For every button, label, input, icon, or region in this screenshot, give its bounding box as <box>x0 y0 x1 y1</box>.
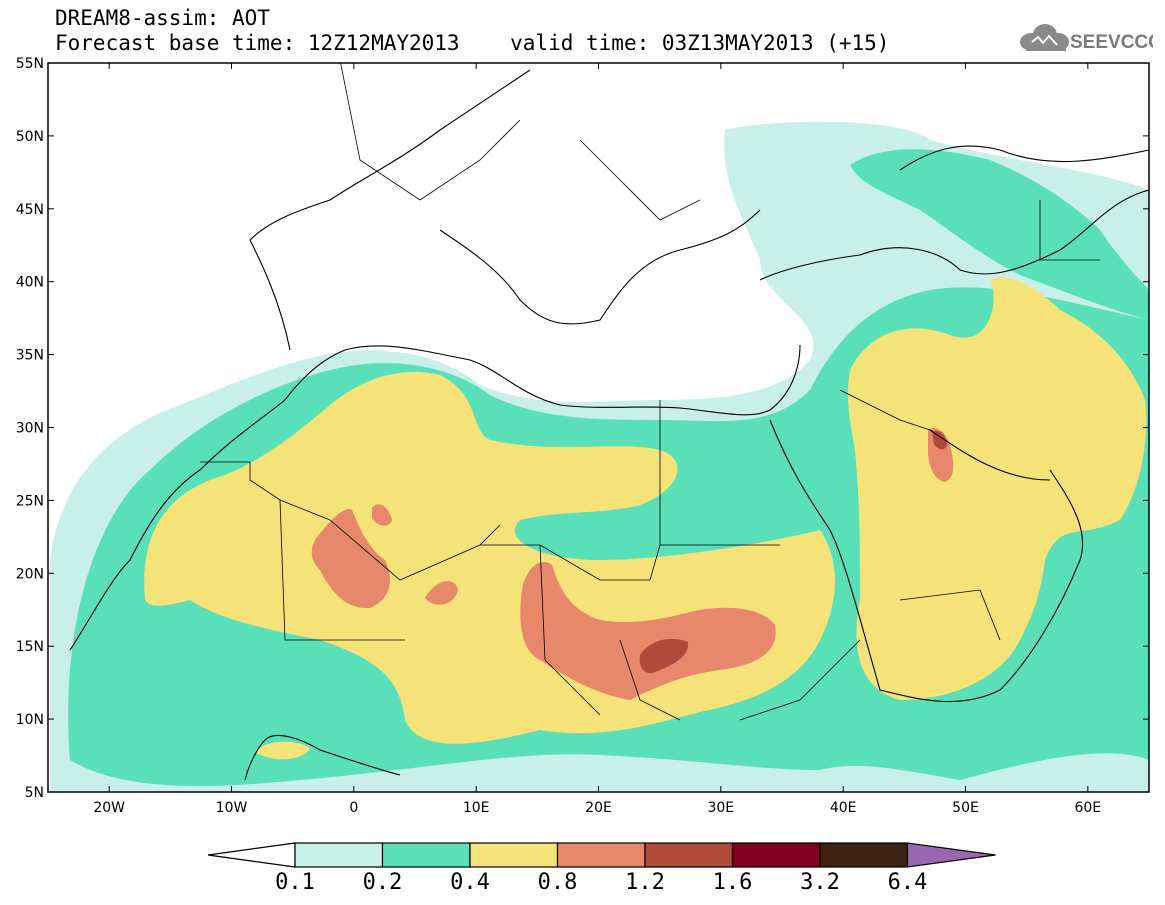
aot-field <box>50 63 1149 792</box>
lon-label: 20E <box>585 800 612 816</box>
aot-band-0.8-b <box>372 504 392 526</box>
map-title: DREAM8-assim: AOT <box>55 6 270 30</box>
aot-band-1.2 <box>639 638 689 674</box>
legend-break-label: 1.6 <box>713 870 753 895</box>
lat-label: 5N <box>25 785 44 801</box>
legend-break-label: 6.4 <box>888 870 928 895</box>
lat-label: 50N <box>16 129 44 145</box>
legend-under-arrow <box>207 842 296 868</box>
aot-band-0.8-c <box>425 581 458 605</box>
legend-box <box>819 842 909 868</box>
lon-label: 40E <box>830 800 857 816</box>
legend-break-label: 1.2 <box>625 870 665 895</box>
legend-box <box>556 842 646 868</box>
lon-label: 10E <box>463 800 490 816</box>
coastlines <box>69 69 1149 781</box>
legend-break-label: 0.1 <box>275 870 315 895</box>
country-borders <box>200 63 1100 721</box>
seevccc-logo: SEEVCCC <box>1020 24 1153 53</box>
lon-label: 0 <box>349 800 358 816</box>
legend-break-label: 3.2 <box>800 870 840 895</box>
lon-label: 10W <box>216 800 248 816</box>
lat-label: 35N <box>16 348 44 364</box>
lat-label: 25N <box>16 493 44 509</box>
aot-band-0.4-arabia <box>847 277 1147 700</box>
lon-label: 20W <box>93 800 125 816</box>
lat-label: 45N <box>16 202 44 218</box>
legend-break-label: 0.2 <box>363 870 403 895</box>
lon-label: 60E <box>1074 800 1101 816</box>
axis-ticks <box>48 62 1149 793</box>
cloud-icon <box>1020 24 1069 51</box>
legend-labels: 0.1 0.2 0.4 0.8 1.2 1.6 3.2 6.4 <box>275 870 927 895</box>
lon-label: 30E <box>707 800 734 816</box>
legend-box <box>731 842 821 868</box>
lat-label: 15N <box>16 639 44 655</box>
logo-text: SEEVCCC <box>1070 32 1153 53</box>
aot-band-0.2-north <box>850 149 1149 320</box>
legend-break-label: 0.8 <box>538 870 578 895</box>
legend-box <box>469 842 559 868</box>
lat-label: 10N <box>16 712 44 728</box>
aot-band-0.8 <box>311 509 390 609</box>
lat-label: 20N <box>16 566 44 582</box>
legend-break-label: 0.4 <box>450 870 490 895</box>
legend-box <box>294 842 384 868</box>
lat-label: 30N <box>16 421 44 437</box>
legend-over-arrow <box>906 842 996 868</box>
legend-box <box>381 842 471 868</box>
lat-label: 55N <box>16 56 44 72</box>
lat-label: 40N <box>16 275 44 291</box>
legend-box <box>644 842 734 868</box>
latitude-labels: 55N 50N 45N 40N 35N 30N 25N 20N 15N 10N 5N <box>16 56 44 801</box>
aot-band-0.4-small <box>255 741 310 760</box>
longitude-labels: 20W 10W 0 10E 20E 30E 40E 50E 60E <box>93 800 1101 816</box>
legend-boxes <box>207 842 996 868</box>
lon-label: 50E <box>952 800 979 816</box>
map-subtitle: Forecast base time: 12Z12MAY2013 valid t… <box>55 31 890 55</box>
aot-band-0.8-d <box>520 561 776 700</box>
aot-band-1.2-b <box>932 430 947 450</box>
